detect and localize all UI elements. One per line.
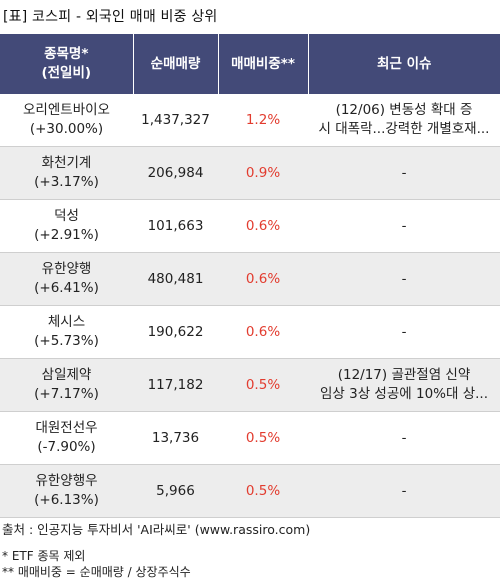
- header-name-line2: (전일비): [41, 65, 92, 81]
- foreign-trading-table: 종목명* (전일비) 순매매량 매매비중** 최근 이슈 오리엔트바이오 (+3…: [0, 34, 500, 518]
- stock-name: 삼일제약: [41, 367, 92, 383]
- trade-ratio: 0.9%: [218, 146, 308, 200]
- recent-issue-line1: (12/17) 골관절염 신약: [337, 367, 471, 383]
- table-row: 유한양행 (+6.41%) 480,481 0.6% -: [0, 252, 500, 306]
- stock-change: (+7.17%): [34, 386, 99, 402]
- stock-name-cell: 삼일제약 (+7.17%): [0, 358, 133, 412]
- trade-ratio: 0.6%: [218, 305, 308, 359]
- table-row: 삼일제약 (+7.17%) 117,182 0.5% (12/17) 골관절염 …: [0, 358, 500, 412]
- stock-change: (+2.91%): [34, 227, 99, 243]
- trade-ratio: 0.6%: [218, 252, 308, 306]
- recent-issue: -: [308, 199, 500, 253]
- stock-name-cell: 유한양행우 (+6.13%): [0, 464, 133, 518]
- recent-issue: -: [308, 146, 500, 200]
- trade-ratio: 0.5%: [218, 358, 308, 412]
- table-row: 오리엔트바이오 (+30.00%) 1,437,327 1.2% (12/06)…: [0, 94, 500, 147]
- recent-issue-line1: (12/06) 변동성 확대 증: [335, 102, 473, 118]
- trade-ratio: 0.5%: [218, 411, 308, 465]
- trade-ratio: 0.6%: [218, 199, 308, 253]
- stock-name-cell: 대원전선우 (-7.90%): [0, 411, 133, 465]
- recent-issue-cell: (12/06) 변동성 확대 증 시 대폭락...강력한 개별호재...: [308, 94, 500, 147]
- header-issue: 최근 이슈: [307, 34, 500, 94]
- stock-name-cell: 오리엔트바이오 (+30.00%): [0, 94, 133, 147]
- net-volume: 190,622: [133, 305, 218, 359]
- header-stock-name: 종목명* (전일비): [0, 34, 133, 94]
- stock-change: (+6.41%): [34, 280, 99, 296]
- recent-issue: -: [308, 305, 500, 359]
- header-row: 종목명* (전일비) 순매매량 매매비중** 최근 이슈: [0, 34, 500, 94]
- trade-ratio: 1.2%: [218, 94, 308, 147]
- stock-change: (+3.17%): [34, 174, 99, 190]
- stock-change: (-7.90%): [37, 439, 96, 455]
- recent-issue-cell: (12/17) 골관절염 신약 임상 3상 성공에 10%대 상...: [308, 358, 500, 412]
- stock-name: 대원전선우: [35, 420, 98, 436]
- stock-name: 덕성: [54, 208, 79, 224]
- table-row: 유한양행우 (+6.13%) 5,966 0.5% -: [0, 464, 500, 518]
- stock-name: 유한양행: [41, 261, 92, 277]
- recent-issue: -: [308, 411, 500, 465]
- stock-name: 화천기계: [41, 155, 92, 171]
- trade-ratio: 0.5%: [218, 464, 308, 518]
- stock-change: (+30.00%): [29, 121, 104, 137]
- stock-name-cell: 덕성 (+2.91%): [0, 199, 133, 253]
- stock-name-cell: 화천기계 (+3.17%): [0, 146, 133, 200]
- stock-change: (+5.73%): [34, 333, 99, 349]
- net-volume: 13,736: [133, 411, 218, 465]
- stock-change: (+6.13%): [34, 492, 99, 508]
- table-row: 대원전선우 (-7.90%) 13,736 0.5% -: [0, 411, 500, 465]
- net-volume: 480,481: [133, 252, 218, 306]
- stock-name: 오리엔트바이오: [23, 102, 110, 118]
- footnote-etf: * ETF 종목 제외: [2, 549, 86, 563]
- net-volume: 117,182: [133, 358, 218, 412]
- net-volume: 5,966: [133, 464, 218, 518]
- net-volume: 1,437,327: [133, 94, 218, 147]
- net-volume: 206,984: [133, 146, 218, 200]
- header-volume: 순매매량: [132, 34, 218, 94]
- table-caption: [표] 코스피 - 외국인 매매 비중 상위: [3, 9, 218, 25]
- net-volume: 101,663: [133, 199, 218, 253]
- stock-name: 유한양행우: [35, 473, 98, 489]
- stock-name-cell: 유한양행 (+6.41%): [0, 252, 133, 306]
- header-ratio: 매매비중**: [217, 34, 308, 94]
- recent-issue: -: [308, 252, 500, 306]
- source-note: 출처 : 인공지능 투자비서 'AI라씨로' (www.rassiro.com): [2, 522, 311, 537]
- recent-issue-line2: 시 대폭락...강력한 개별호재...: [318, 121, 490, 137]
- recent-issue-line2: 임상 3상 성공에 10%대 상...: [320, 386, 488, 402]
- header-name-line1: 종목명*: [44, 46, 89, 62]
- footnote-ratio: ** 매매비중 = 순매매량 / 상장주식수: [2, 565, 191, 579]
- table-row: 체시스 (+5.73%) 190,622 0.6% -: [0, 305, 500, 359]
- table-row: 덕성 (+2.91%) 101,663 0.6% -: [0, 199, 500, 253]
- recent-issue: -: [308, 464, 500, 518]
- stock-name: 체시스: [47, 314, 86, 330]
- stock-name-cell: 체시스 (+5.73%): [0, 305, 133, 359]
- table-row: 화천기계 (+3.17%) 206,984 0.9% -: [0, 146, 500, 200]
